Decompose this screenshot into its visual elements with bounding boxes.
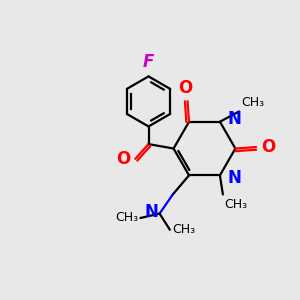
Text: F: F bbox=[143, 53, 154, 71]
Text: CH₃: CH₃ bbox=[172, 223, 195, 236]
Text: N: N bbox=[227, 110, 241, 128]
Text: CH₃: CH₃ bbox=[242, 96, 265, 109]
Text: CH₃: CH₃ bbox=[115, 212, 138, 224]
Text: O: O bbox=[178, 79, 192, 97]
Text: O: O bbox=[116, 150, 130, 168]
Text: O: O bbox=[261, 138, 276, 156]
Text: N: N bbox=[144, 203, 158, 221]
Text: N: N bbox=[227, 169, 241, 187]
Text: CH₃: CH₃ bbox=[224, 198, 248, 211]
